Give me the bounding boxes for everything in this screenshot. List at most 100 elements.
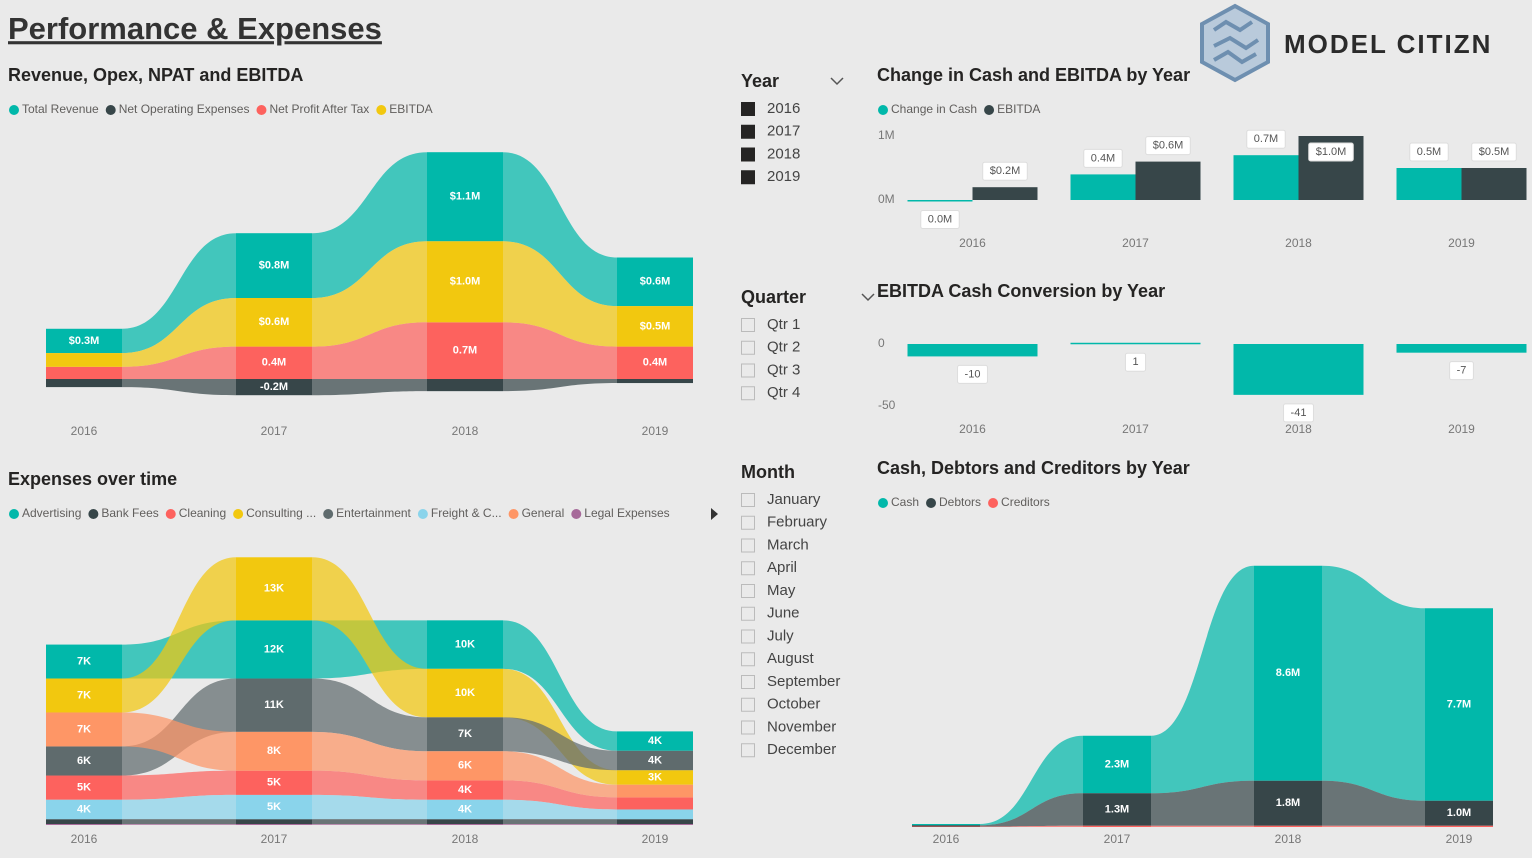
x-tick-label: 2019 [1446,832,1473,846]
slicer-item[interactable]: January [767,491,821,508]
ribbon [980,825,1083,827]
slicer-title: Month [741,462,795,482]
data-label: 4K [77,803,91,815]
slicer-checkbox[interactable] [741,629,755,644]
slicer-checkbox[interactable] [741,340,755,355]
ribbon [312,152,427,298]
data-label: $0.3M [69,335,100,347]
slicer-checkbox[interactable] [741,720,755,735]
slicer-checkbox[interactable] [741,363,755,378]
data-label: -41 [1291,407,1307,419]
slicer-item[interactable]: 2019 [767,168,800,185]
ribbon-bar [46,824,122,825]
slicer-item[interactable]: October [767,696,820,713]
slicer-item[interactable]: August [767,650,815,667]
dropdown-chevron[interactable] [861,293,875,302]
x-tick-label: 2019 [1448,236,1475,250]
legend-marker [88,509,99,519]
ribbon-bar [427,799,503,820]
x-tick-label: 2016 [959,236,986,250]
ribbon [122,557,236,713]
data-label-box [982,161,1028,181]
ribbon-bar [236,379,312,396]
slicer-checkbox[interactable] [741,493,755,507]
slicer-item[interactable]: Qtr 2 [767,339,800,356]
data-label: 6K [77,755,91,767]
data-label: 11K [264,699,284,711]
ribbon [122,794,236,820]
legend-marker [233,509,244,519]
slicer-checkbox[interactable] [741,652,755,667]
slicer-checkbox[interactable] [741,170,755,185]
slicer-checkbox[interactable] [741,697,755,712]
slicer-checkbox[interactable] [741,147,755,162]
ribbon [312,794,427,820]
data-label: 5K [267,801,281,813]
ribbon-bar [427,824,503,825]
ribbon-bar [236,620,312,679]
slicer-item[interactable]: 2016 [767,100,800,117]
slicer-checkbox[interactable] [741,318,755,332]
legend-marker [323,509,334,519]
legend-label: Net Operating Expenses [119,102,250,116]
data-label: 0.0M [928,213,952,225]
ribbon-bar [46,678,122,713]
ribbon [122,770,236,800]
data-label: 1.8M [1276,797,1300,809]
data-label-box [1083,148,1123,168]
y-tick-label: 0M [878,192,895,206]
ribbon-bar [46,746,122,776]
slicer-item[interactable]: 2018 [767,145,800,162]
slicer-checkbox[interactable] [741,538,755,553]
ribbon [503,241,617,347]
legend-label: Legal Expenses [584,506,669,520]
data-label: 12K [264,643,284,655]
slicer-item[interactable]: September [767,673,840,690]
slicer-item[interactable]: May [767,582,796,599]
ribbon [312,379,427,396]
x-tick-label: 2017 [1122,422,1149,436]
slicer-item[interactable]: February [767,514,828,531]
ribbon [312,241,427,347]
slicer-checkbox[interactable] [741,675,755,689]
ribbon-bar [46,819,122,825]
ribbon [503,152,617,307]
ribbon [1322,825,1425,827]
slicer-checkbox[interactable] [741,584,755,598]
legend-marker [105,105,116,115]
bar [1070,174,1136,200]
slicer-checkbox[interactable] [741,515,755,530]
slicer-item[interactable]: November [767,718,836,735]
slicer-item[interactable]: Qtr 3 [767,361,800,378]
data-label: -7 [1457,365,1467,377]
dropdown-chevron[interactable] [830,77,844,86]
slicer-item[interactable]: June [767,605,800,622]
slicer-checkbox[interactable] [741,386,755,401]
slicer-item[interactable]: December [767,741,836,758]
x-tick-label: 2016 [71,832,98,846]
ribbon-bar [427,668,503,718]
scroll-arrow[interactable] [711,508,718,520]
slicer-item[interactable]: April [767,559,797,576]
data-label: $0.2M [990,165,1021,177]
legend-marker [508,509,519,519]
ribbon [1151,565,1254,794]
legend-marker [165,509,176,519]
data-label: 10K [455,687,475,699]
ribbon [122,712,236,771]
slicer-checkbox[interactable] [741,124,755,139]
chart-title: EBITDA Cash Conversion by Year [877,281,1165,301]
slicer-item[interactable]: Qtr 4 [767,384,800,401]
slicer-title: Year [741,71,779,91]
ribbon-bar [1254,825,1322,827]
slicer-item[interactable]: July [767,627,794,644]
slicer-item[interactable]: 2017 [767,123,800,140]
logo-text: MODEL CITIZN [1284,29,1492,59]
slicer-item[interactable]: Qtr 1 [767,316,800,333]
ribbon-bar [912,826,980,827]
slicer-checkbox[interactable] [741,606,755,621]
slicer-item[interactable]: March [767,536,809,553]
slicer-checkbox[interactable] [741,561,755,576]
slicer-checkbox[interactable] [741,102,755,116]
slicer-checkbox[interactable] [741,743,755,758]
